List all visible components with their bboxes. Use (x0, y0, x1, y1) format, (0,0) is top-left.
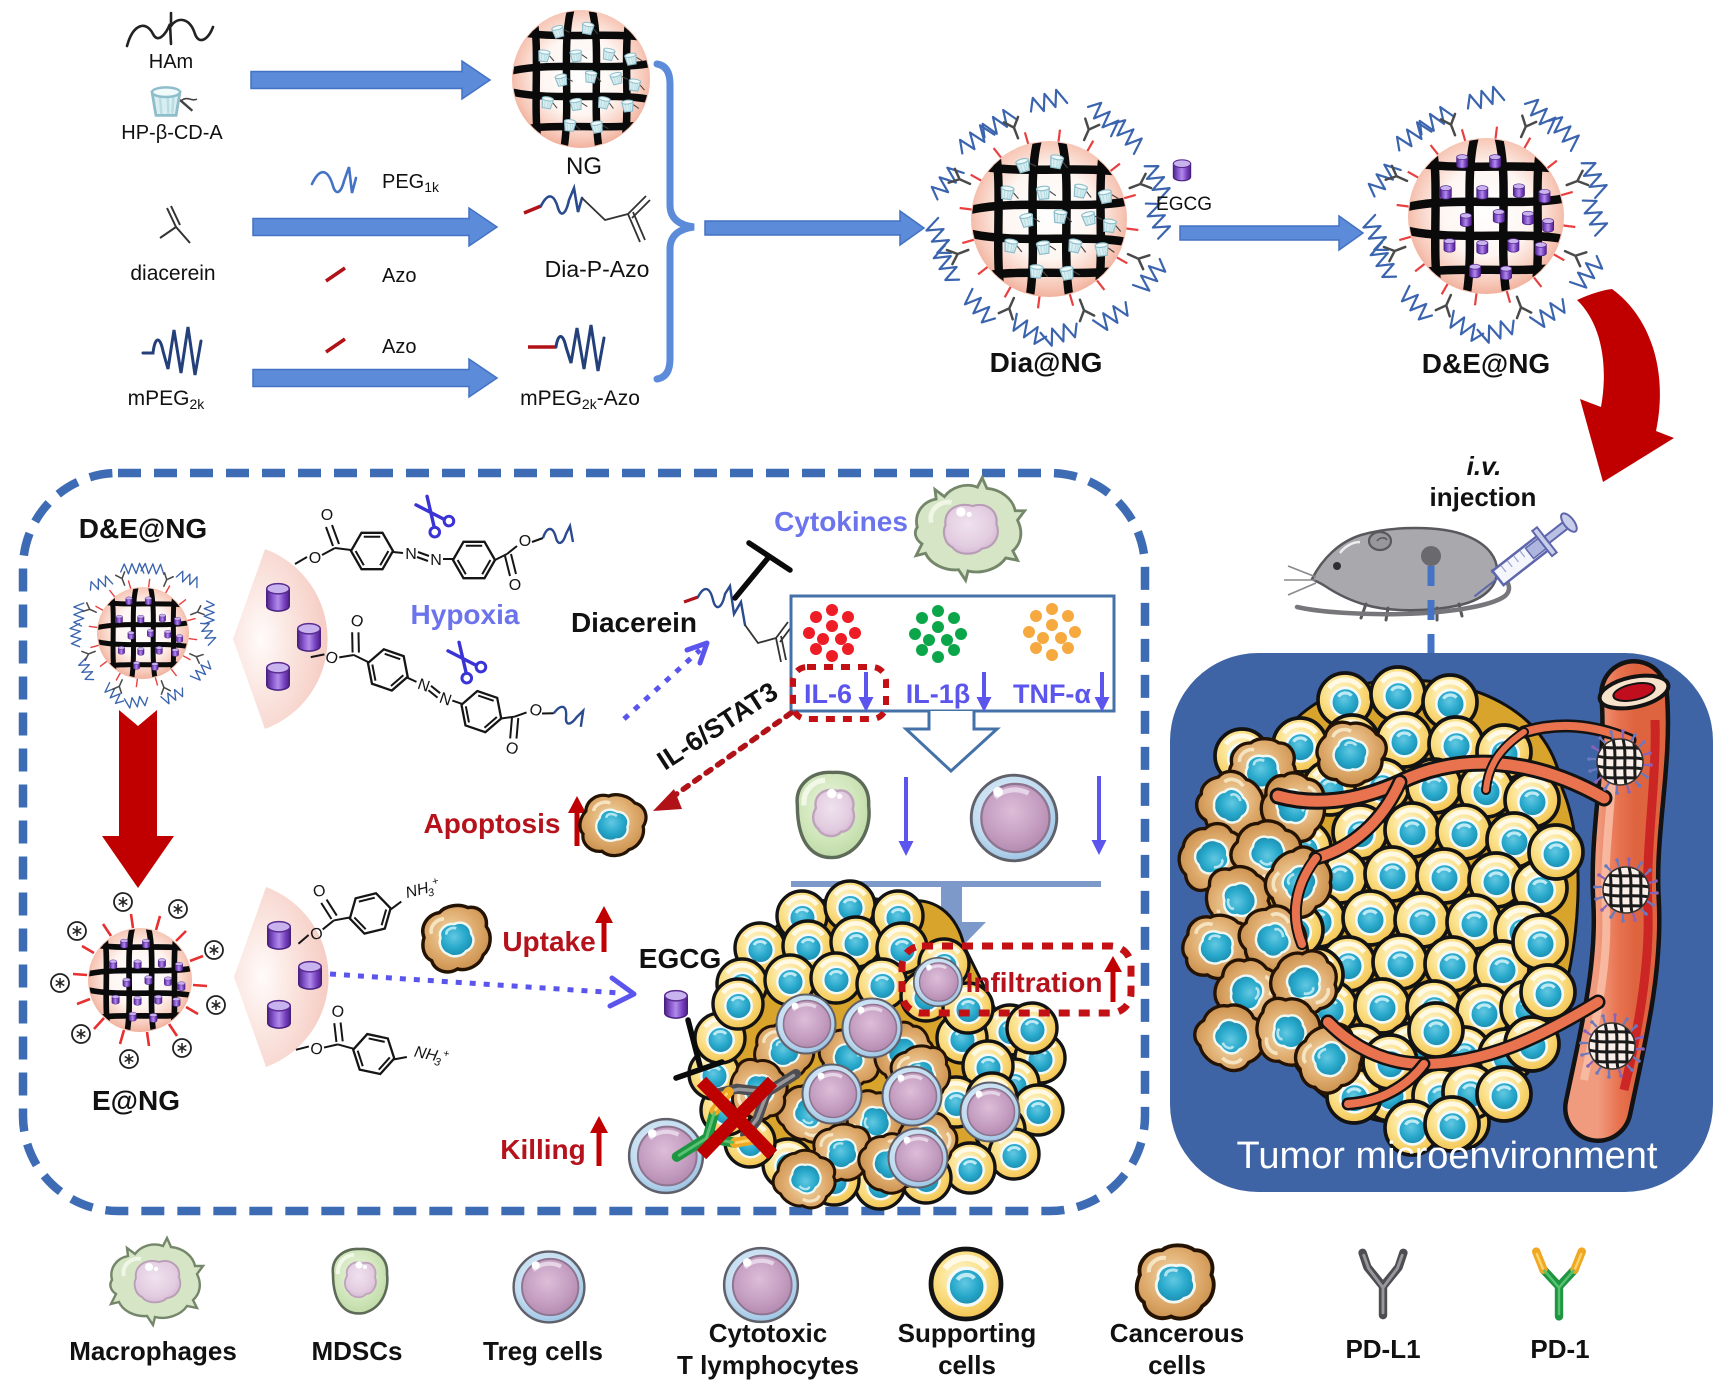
svg-text:mPEG2k-Azo: mPEG2k-Azo (520, 387, 640, 412)
svg-text:PEG1k: PEG1k (382, 171, 440, 195)
svg-text:Tumor microenvironment: Tumor microenvironment (1237, 1135, 1658, 1177)
svg-text:3: 3 (433, 1056, 442, 1069)
svg-text:O: O (311, 882, 327, 902)
svg-text:PD-1: PD-1 (1530, 1334, 1589, 1364)
svg-text:HP-β-CD-A: HP-β-CD-A (121, 122, 223, 144)
svg-text:EGCG: EGCG (639, 943, 721, 974)
svg-text:N: N (437, 690, 453, 710)
svg-text:Hypoxia: Hypoxia (411, 599, 520, 630)
svg-text:O: O (309, 550, 321, 567)
svg-text:Diacerein: Diacerein (571, 607, 697, 638)
svg-text:NH: NH (413, 1044, 440, 1066)
svg-text:Dia-P-Azo: Dia-P-Azo (545, 256, 650, 282)
svg-text:O: O (527, 701, 544, 721)
svg-text:T lymphocytes: T lymphocytes (677, 1350, 859, 1380)
svg-text:D&E@NG: D&E@NG (1422, 348, 1550, 379)
svg-text:i.v.: i.v. (1467, 451, 1502, 481)
svg-text:PD-L1: PD-L1 (1345, 1334, 1420, 1364)
svg-text:injection: injection (1430, 482, 1537, 512)
svg-text:Cancerous: Cancerous (1110, 1318, 1244, 1348)
svg-text:O: O (330, 1003, 346, 1022)
svg-text:N: N (430, 552, 442, 569)
svg-text:Apoptosis: Apoptosis (424, 808, 561, 839)
svg-text:Killing: Killing (500, 1134, 586, 1165)
svg-text:NH: NH (404, 880, 431, 902)
svg-text:N: N (415, 676, 431, 696)
svg-text:Macrophages: Macrophages (69, 1336, 237, 1366)
svg-text:cells: cells (938, 1350, 996, 1380)
svg-text:3: 3 (427, 886, 437, 899)
svg-text:O: O (348, 612, 365, 632)
svg-text:Supporting: Supporting (898, 1318, 1037, 1348)
svg-text:N: N (405, 546, 417, 563)
svg-text:NG: NG (566, 153, 602, 180)
svg-text:IL-1β: IL-1β (906, 679, 970, 709)
svg-text:Uptake: Uptake (502, 926, 595, 957)
svg-text:Cytokines: Cytokines (774, 506, 908, 537)
svg-text:+: + (431, 875, 440, 888)
svg-text:Cytotoxic: Cytotoxic (709, 1318, 827, 1348)
svg-text:+: + (442, 1048, 451, 1061)
svg-text:O: O (503, 739, 520, 759)
svg-text:O: O (323, 648, 340, 668)
svg-text:O: O (321, 507, 333, 524)
svg-text:O: O (519, 533, 531, 550)
svg-text:HAm: HAm (149, 51, 193, 73)
svg-text:Azo: Azo (382, 265, 416, 287)
svg-text:TNF-α: TNF-α (1013, 679, 1091, 709)
svg-text:Treg cells: Treg cells (483, 1336, 603, 1366)
svg-text:Infiltration: Infiltration (966, 967, 1103, 998)
svg-text:D&E@NG: D&E@NG (79, 513, 207, 544)
svg-text:E@NG: E@NG (92, 1085, 180, 1116)
svg-text:diacerein: diacerein (130, 262, 215, 285)
svg-text:Dia@NG: Dia@NG (990, 347, 1103, 378)
svg-text:Azo: Azo (382, 336, 416, 358)
svg-text:cells: cells (1148, 1350, 1206, 1380)
svg-text:EGCG: EGCG (1156, 194, 1212, 215)
svg-text:O: O (309, 925, 325, 945)
svg-text:O: O (309, 1040, 325, 1059)
svg-text:IL-6: IL-6 (804, 679, 852, 709)
svg-text:O: O (509, 577, 521, 594)
svg-text:MDSCs: MDSCs (311, 1336, 402, 1366)
